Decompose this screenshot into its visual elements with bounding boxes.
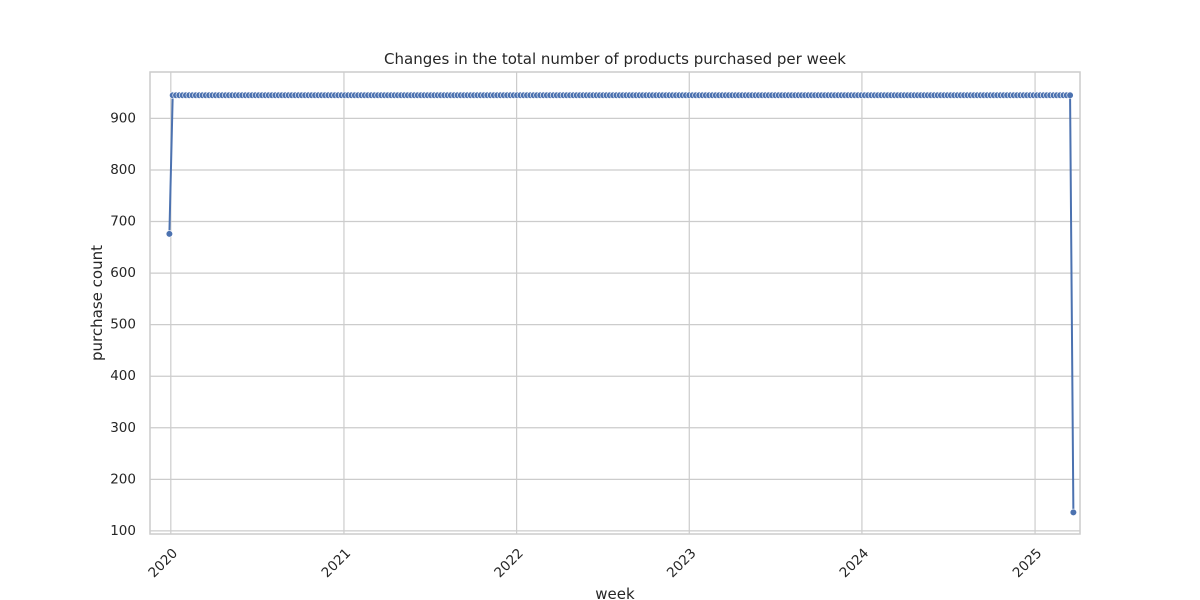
- y-tick-label: 800: [110, 162, 136, 178]
- data-point: [1066, 91, 1074, 99]
- y-tick-label: 600: [110, 265, 136, 281]
- chart-title: Changes in the total number of products …: [384, 50, 846, 68]
- x-axis-label: week: [595, 585, 635, 600]
- y-tick-labels: 100 200 300 400 500 600 700 800 900: [110, 110, 136, 539]
- plot-frame: [149, 71, 1081, 535]
- x-gridlines: [170, 72, 1036, 534]
- y-tick-label: 500: [110, 317, 136, 333]
- y-tick-label: 400: [110, 368, 136, 384]
- y-gridlines: [150, 117, 1080, 532]
- y-tick-label: 300: [110, 420, 136, 436]
- y-tick-label: 100: [110, 523, 136, 539]
- y-tick-label: 700: [110, 214, 136, 230]
- data-point: [165, 230, 173, 238]
- y-axis-label: purchase count: [88, 245, 106, 361]
- y-tick-label: 200: [110, 471, 136, 487]
- series-layer: [165, 91, 1077, 516]
- data-point: [1069, 508, 1077, 516]
- y-tick-label: 900: [110, 110, 136, 126]
- series-markers: [165, 91, 1077, 516]
